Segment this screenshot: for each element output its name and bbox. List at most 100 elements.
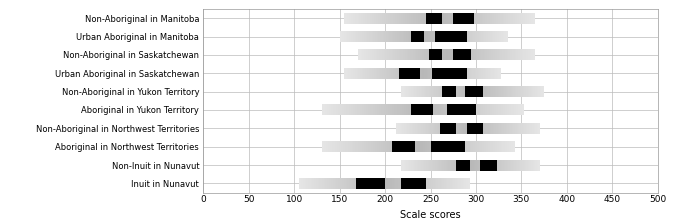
Bar xyxy=(519,13,520,24)
Bar xyxy=(467,13,468,24)
Bar xyxy=(397,178,398,189)
Bar xyxy=(365,13,366,24)
Bar xyxy=(436,49,437,60)
Bar xyxy=(418,104,419,116)
Bar xyxy=(335,178,336,189)
Bar xyxy=(403,178,404,189)
Bar xyxy=(446,13,447,24)
Bar xyxy=(524,159,525,171)
Bar xyxy=(433,31,434,42)
Bar xyxy=(507,123,508,134)
Bar xyxy=(525,13,526,24)
Bar xyxy=(374,49,375,60)
Bar xyxy=(470,123,471,134)
Bar xyxy=(347,68,348,79)
Bar xyxy=(369,68,370,79)
Bar xyxy=(421,104,422,116)
Bar xyxy=(514,49,515,60)
Bar xyxy=(435,159,436,171)
Bar xyxy=(339,141,340,152)
Bar xyxy=(394,178,395,189)
Bar xyxy=(353,13,354,24)
Bar xyxy=(331,104,332,116)
Bar xyxy=(448,31,449,42)
Bar xyxy=(334,141,335,152)
Bar xyxy=(484,123,485,134)
Bar xyxy=(482,123,483,134)
Bar xyxy=(523,13,525,24)
Bar xyxy=(435,31,437,42)
Bar xyxy=(511,104,512,116)
Bar xyxy=(483,86,484,97)
Bar xyxy=(495,86,496,97)
Bar xyxy=(367,31,368,42)
Bar xyxy=(353,104,354,116)
Bar xyxy=(406,13,407,24)
Bar xyxy=(468,31,469,42)
Bar xyxy=(531,86,532,97)
Bar xyxy=(500,123,501,134)
Bar xyxy=(479,159,480,171)
Bar xyxy=(475,141,477,152)
Bar xyxy=(513,141,514,152)
Bar xyxy=(504,159,505,171)
Bar xyxy=(489,68,490,79)
Bar xyxy=(411,68,412,79)
Bar xyxy=(336,141,337,152)
Bar xyxy=(431,123,432,134)
Bar xyxy=(476,49,477,60)
Bar xyxy=(502,159,503,171)
Bar xyxy=(443,31,444,42)
Bar xyxy=(428,49,430,60)
Bar xyxy=(449,178,450,189)
Bar xyxy=(360,178,361,189)
Bar xyxy=(358,141,359,152)
Bar xyxy=(329,104,330,116)
Bar xyxy=(362,68,363,79)
Bar xyxy=(449,86,450,97)
Bar xyxy=(498,123,500,134)
Bar xyxy=(359,31,360,42)
Bar xyxy=(421,178,422,189)
Bar xyxy=(447,104,448,116)
Bar xyxy=(417,13,418,24)
Bar xyxy=(378,141,380,152)
Bar xyxy=(495,13,496,24)
Bar xyxy=(303,178,304,189)
Bar xyxy=(405,49,407,60)
Bar xyxy=(432,141,433,152)
Bar xyxy=(375,178,376,189)
Bar xyxy=(494,86,495,97)
Bar xyxy=(406,123,407,134)
Bar xyxy=(360,31,361,42)
Bar xyxy=(439,104,440,116)
Bar xyxy=(327,178,328,189)
Bar xyxy=(396,31,397,42)
Bar xyxy=(413,123,414,134)
Bar xyxy=(487,31,488,42)
Bar xyxy=(307,178,308,189)
Bar xyxy=(490,31,491,42)
Bar xyxy=(458,13,459,24)
Bar xyxy=(396,178,397,189)
Bar xyxy=(520,49,521,60)
Bar xyxy=(435,49,436,60)
Bar xyxy=(434,68,435,79)
Bar xyxy=(492,141,493,152)
Bar xyxy=(506,159,507,171)
Bar xyxy=(453,13,454,24)
Bar xyxy=(417,123,418,134)
Bar xyxy=(419,123,420,134)
Bar xyxy=(457,13,458,24)
Bar xyxy=(406,31,407,42)
Bar xyxy=(441,159,442,171)
Bar xyxy=(461,159,462,171)
Bar xyxy=(372,68,374,79)
Bar xyxy=(365,178,366,189)
Bar xyxy=(457,159,458,171)
Bar xyxy=(343,178,344,189)
Bar xyxy=(348,178,349,189)
Bar xyxy=(439,123,440,134)
Bar xyxy=(300,178,301,189)
Bar xyxy=(382,104,383,116)
